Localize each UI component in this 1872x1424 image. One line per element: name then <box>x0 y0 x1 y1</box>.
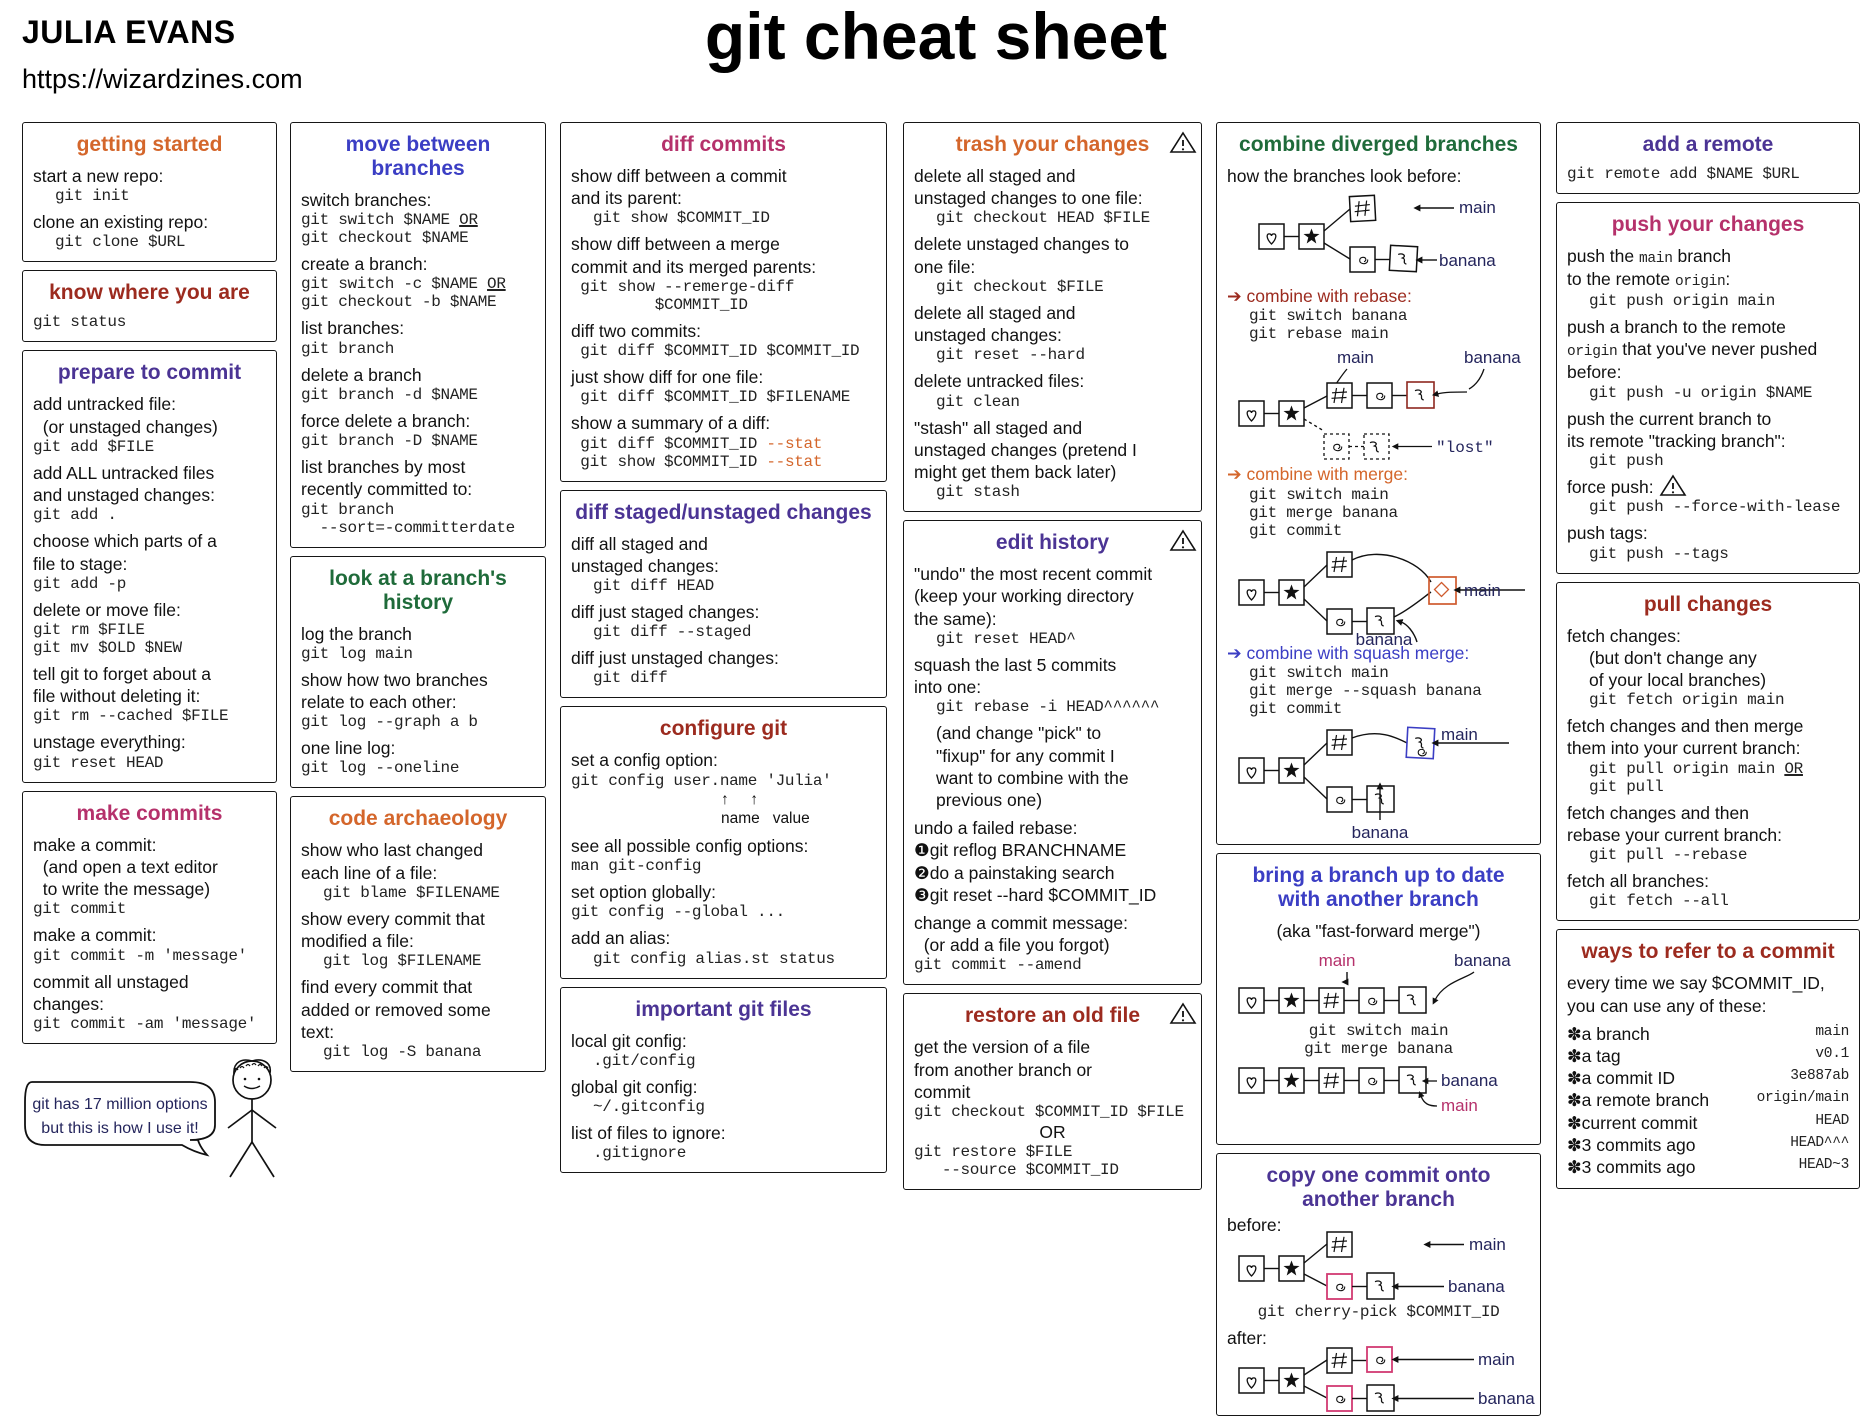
svg-text:banana: banana <box>1441 1071 1498 1090</box>
svg-text:banana: banana <box>1478 1389 1535 1408</box>
svg-text:main: main <box>1337 348 1374 367</box>
svg-text:but this is how I use it!: but this is how I use it! <box>41 1120 198 1137</box>
svg-text:banana: banana <box>1448 1277 1505 1296</box>
svg-text:git has 17 million options: git has 17 million options <box>32 1096 207 1113</box>
svg-text:banana: banana <box>1454 951 1511 970</box>
svg-text:main: main <box>1441 725 1478 744</box>
svg-text:banana: banana <box>1351 823 1408 842</box>
svg-text:main: main <box>1459 198 1496 217</box>
svg-text:main: main <box>1478 1350 1515 1369</box>
svg-text:main: main <box>1441 1096 1478 1115</box>
svg-text:banana: banana <box>1439 251 1496 270</box>
svg-text:"lost": "lost" <box>1436 439 1494 457</box>
svg-text:main: main <box>1469 1235 1506 1254</box>
svg-text:banana: banana <box>1464 348 1521 367</box>
svg-text:main: main <box>1464 581 1501 600</box>
svg-text:main: main <box>1318 951 1355 970</box>
